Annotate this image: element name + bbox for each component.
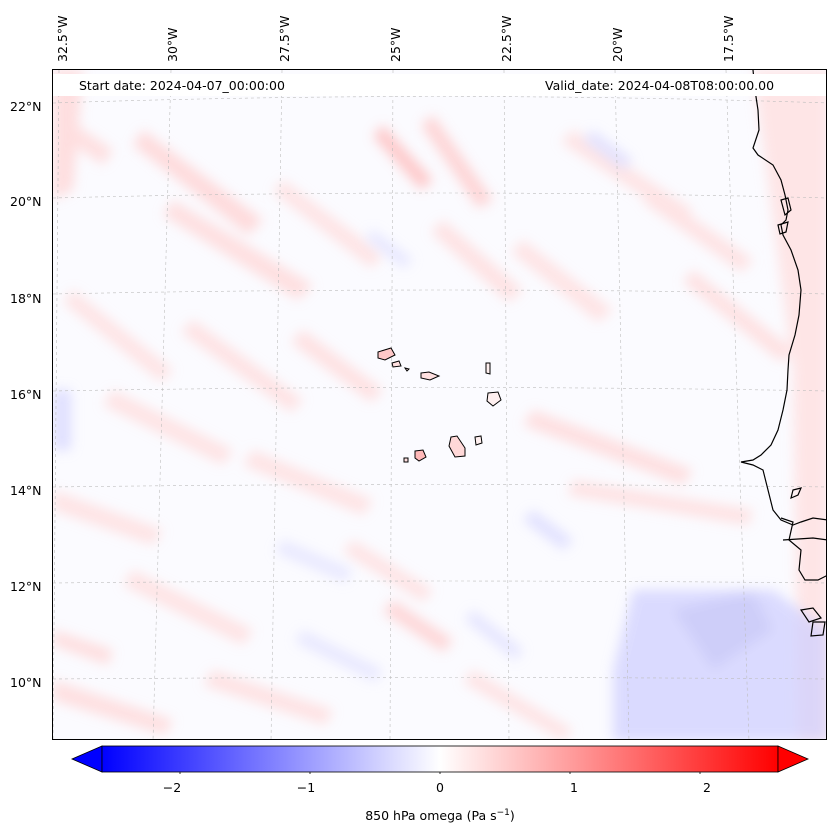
gridline-27-5w xyxy=(270,70,283,739)
lat-label: 16°N xyxy=(10,387,42,402)
map-panel[interactable] xyxy=(52,69,827,740)
lon-label: 20°W xyxy=(610,27,625,62)
island-boa-vista xyxy=(486,391,502,407)
date-header xyxy=(53,74,826,96)
gridline-20w xyxy=(614,70,630,739)
colorbar-tick-label: 2 xyxy=(703,780,711,795)
colorbar-tick-label: −1 xyxy=(296,780,316,795)
lon-label: 27.5°W xyxy=(277,15,292,62)
gridline-25w xyxy=(389,70,394,739)
colorbar-tick-label: 0 xyxy=(436,780,444,795)
lat-label: 18°N xyxy=(10,291,42,306)
island-fogo xyxy=(414,449,427,462)
colorbar-gradient xyxy=(101,745,779,773)
island-santa-luzia xyxy=(403,367,410,372)
lon-label: 30°W xyxy=(165,27,180,62)
coast-bijagos-1 xyxy=(799,607,823,623)
negative-omega-streaks xyxy=(53,130,826,739)
lat-label: 10°N xyxy=(10,675,42,690)
gridline-12n xyxy=(53,580,826,584)
lat-label: 12°N xyxy=(10,579,42,594)
gridline-20n xyxy=(53,192,826,199)
omega-field xyxy=(53,70,826,739)
african-coastline xyxy=(740,70,826,637)
coast-guinea-bissau xyxy=(780,517,826,581)
colorbar-title: 850 hPa omega (Pa s−1) xyxy=(365,808,515,823)
island-sal xyxy=(485,362,491,375)
gridline-22-5w xyxy=(503,70,510,739)
colorbar-min-extend xyxy=(70,745,103,773)
cape-verde-islands xyxy=(377,347,502,463)
gridline-18n xyxy=(53,289,826,295)
gridline-17-5w xyxy=(725,70,750,739)
coast-banc-arguin xyxy=(780,197,792,217)
colorbar-title-prefix: 850 hPa omega (Pa s xyxy=(365,808,497,824)
gridlines xyxy=(53,70,826,739)
island-maio xyxy=(474,435,483,446)
coast-gambia xyxy=(790,487,803,500)
gridline-10n xyxy=(53,677,826,680)
gridline-14n xyxy=(53,484,826,488)
island-santo-antao xyxy=(377,347,396,361)
lon-label: 17.5°W xyxy=(721,15,736,62)
gridline-16n xyxy=(53,387,826,392)
island-sao-nicolau xyxy=(420,371,441,381)
colorbar-tick-label: −2 xyxy=(162,780,182,795)
lat-label: 14°N xyxy=(10,483,42,498)
colorbar-ticks xyxy=(179,772,701,774)
coast-tidra xyxy=(777,221,789,235)
gridline-22n xyxy=(53,96,826,104)
colorbar-title-suffix: ) xyxy=(509,808,515,824)
valid-date-label: Valid_date: 2024-04-08T08:00:00.00 xyxy=(545,78,775,93)
lon-label: 32.5°W xyxy=(55,15,70,62)
gridline-32-5w xyxy=(53,70,60,739)
gridline-30w xyxy=(152,70,172,739)
island-santiago xyxy=(448,435,466,458)
lon-label: 25°W xyxy=(388,27,403,62)
coast-mauritania-senegal xyxy=(740,70,826,526)
lat-label: 22°N xyxy=(10,99,42,114)
coast-bijagos-2 xyxy=(810,621,826,637)
positive-omega-streaks xyxy=(53,70,826,739)
colorbar-title-exponent: −1 xyxy=(496,808,510,818)
lon-label: 22.5°W xyxy=(499,15,514,62)
island-sao-vicente xyxy=(391,360,402,368)
coast-river xyxy=(782,537,826,541)
colorbar-max-extend xyxy=(777,745,810,773)
island-brava xyxy=(403,457,409,463)
lat-label: 20°N xyxy=(10,194,42,209)
colorbar-tick-label: 1 xyxy=(570,780,578,795)
colorbar xyxy=(70,745,810,774)
start-date-label: Start date: 2024-04-07_00:00:00 xyxy=(79,78,285,93)
